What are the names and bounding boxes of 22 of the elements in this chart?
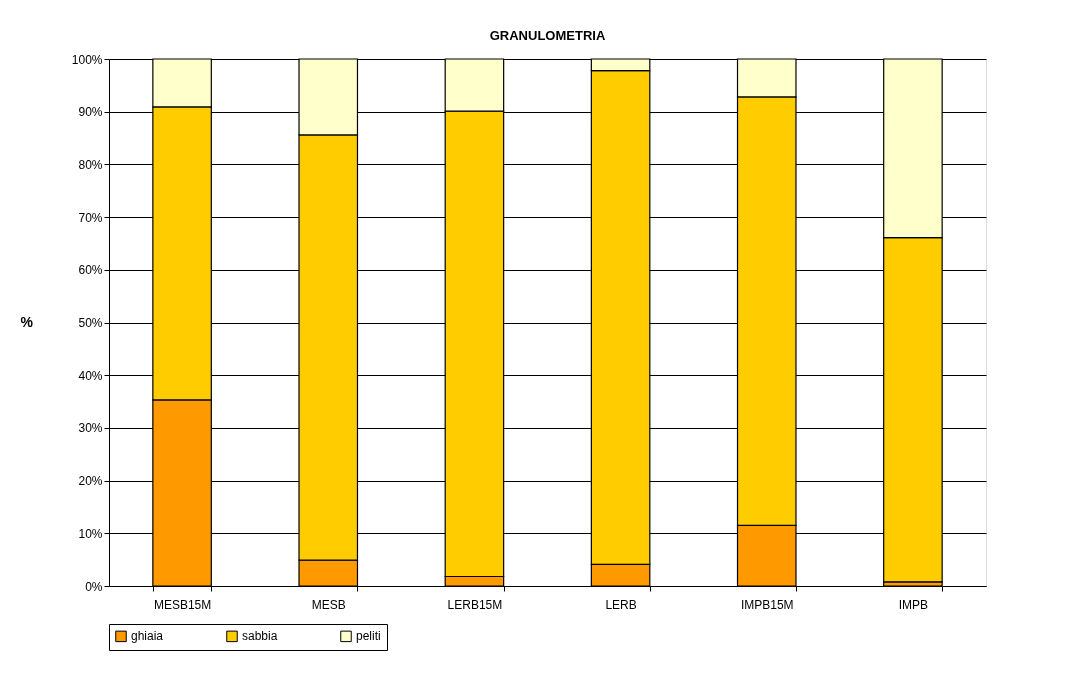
x-tick-label: MESB bbox=[311, 597, 346, 612]
y-tick-label: 100% bbox=[71, 52, 103, 67]
y-tick-label: 0% bbox=[85, 579, 103, 594]
chart-title: GRANULOMETRIA bbox=[489, 28, 606, 43]
y-tick-label: 70% bbox=[78, 210, 103, 225]
x-tick-label: LERB bbox=[605, 597, 637, 612]
y-tick-label: 30% bbox=[78, 421, 103, 436]
y-tick-label: 10% bbox=[78, 526, 103, 541]
x-tick-label: LERB15M bbox=[447, 597, 503, 612]
y-tick-label: 20% bbox=[78, 474, 103, 489]
legend-label: sabbia bbox=[242, 629, 278, 644]
y-tick-label: 50% bbox=[78, 316, 103, 330]
legend-label: peliti bbox=[356, 629, 381, 644]
y-tick-label: 40% bbox=[78, 368, 103, 383]
y-tick-label: 80% bbox=[78, 157, 103, 172]
x-tick-label: MESB15M bbox=[153, 597, 212, 612]
x-tick-label: IMPB15M bbox=[740, 597, 794, 612]
y-tick-label: 90% bbox=[78, 105, 103, 120]
legend-label: ghiaia bbox=[131, 629, 164, 644]
y-tick-label: 60% bbox=[78, 263, 103, 278]
x-tick-label: IMPB bbox=[898, 597, 929, 612]
y-axis-title: % bbox=[20, 313, 34, 330]
